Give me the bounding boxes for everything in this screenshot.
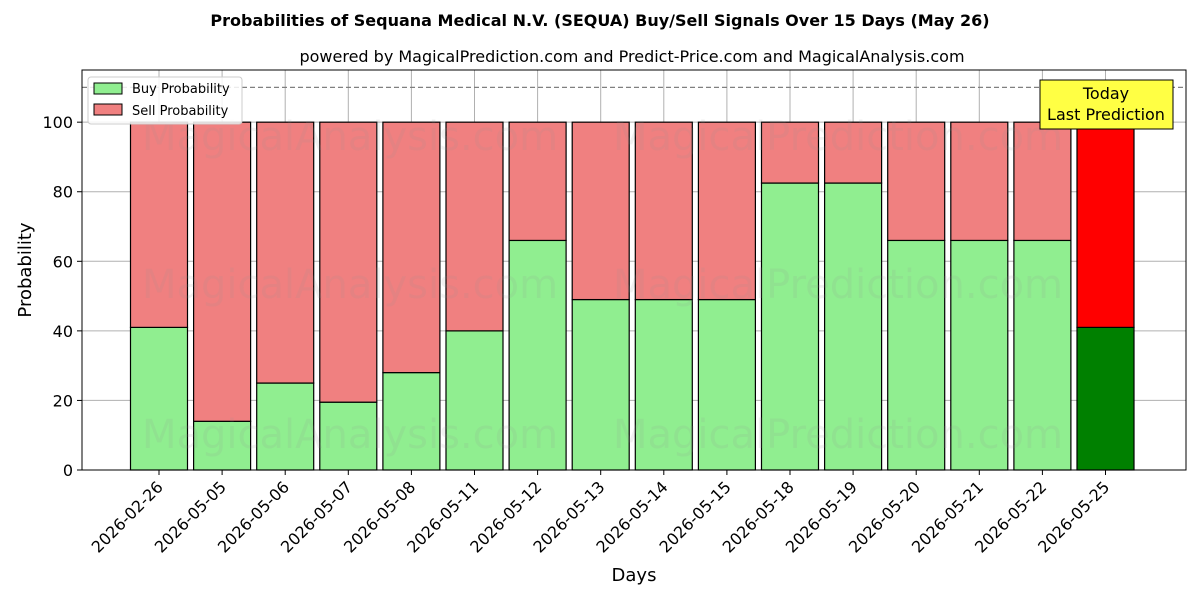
y-tick-label: 60: [53, 252, 73, 271]
bar-sell: [129, 121, 189, 328]
bar-buy: [256, 382, 315, 471]
today-annotation-line-1: Today: [1082, 84, 1129, 103]
plot-frame: [81, 69, 1187, 471]
y-tick-label: 0: [63, 461, 73, 480]
legend-swatch-buy: [93, 82, 123, 95]
bar-sell: [1076, 121, 1135, 328]
bar-sell: [634, 121, 693, 301]
bar-sell: [256, 121, 315, 384]
today-annotation-box: [1039, 79, 1174, 130]
bar-buy: [697, 298, 757, 471]
bar-sell: [508, 121, 567, 242]
y-tick-label: 80: [53, 183, 73, 202]
y-tick-label: 20: [53, 391, 73, 410]
legend-swatch-sell: [93, 103, 123, 116]
bar-buy: [193, 420, 252, 471]
bar-buy: [760, 182, 820, 471]
x-axis: 2026-02-262026-05-052026-05-062026-05-07…: [88, 470, 1113, 557]
y-axis-label: Probability: [15, 222, 36, 317]
bar-buy: [571, 298, 630, 471]
bar-sell: [445, 121, 504, 332]
bars: [129, 121, 1135, 471]
today-annotation: Today Last Prediction: [1039, 79, 1174, 130]
bar-buy: [382, 372, 441, 471]
bar-sell: [319, 121, 378, 403]
watermark: MagicalAnalysis.com: [142, 412, 558, 458]
bar-sell: [823, 121, 883, 184]
watermark: MagicalAnalysis.com: [142, 262, 558, 308]
legend-box: [87, 76, 243, 125]
bar-buy: [887, 239, 946, 471]
bar-buy: [508, 239, 567, 471]
today-annotation-line-2: Last Prediction: [1047, 105, 1165, 124]
bar-sell: [571, 121, 630, 301]
watermark: MagicalPrediction.com: [613, 262, 1063, 308]
watermark: MagicalPrediction.com: [613, 114, 1063, 160]
bar-sell: [382, 121, 441, 374]
bar-buy: [823, 182, 883, 471]
legend-label-buy: Buy Probability: [132, 82, 230, 97]
bar-buy: [634, 298, 693, 471]
chart-title: Probabilities of Sequana Medical N.V. (S…: [210, 11, 989, 30]
y-axis: 0 20 40 60 80 100: [42, 113, 82, 480]
y-tick-label: 100: [42, 113, 73, 132]
y-tick-label: 40: [53, 322, 73, 341]
bar-sell: [760, 121, 820, 184]
chart-subtitle: powered by MagicalPrediction.com and Pre…: [299, 47, 964, 66]
bar-sell: [887, 121, 946, 242]
bar-sell: [950, 121, 1009, 242]
watermark: MagicalPrediction.com: [613, 412, 1063, 458]
bar-buy: [1076, 326, 1135, 471]
x-axis-label: Days: [612, 565, 657, 586]
legend: Buy Probability Sell Probability: [87, 76, 243, 125]
legend-label-sell: Sell Probability: [132, 104, 229, 119]
watermarks: MagicalAnalysis.com MagicalPrediction.com…: [142, 114, 1063, 458]
bar-sell: [1013, 121, 1072, 242]
bar-sell: [697, 121, 757, 301]
bar-buy: [445, 330, 504, 471]
